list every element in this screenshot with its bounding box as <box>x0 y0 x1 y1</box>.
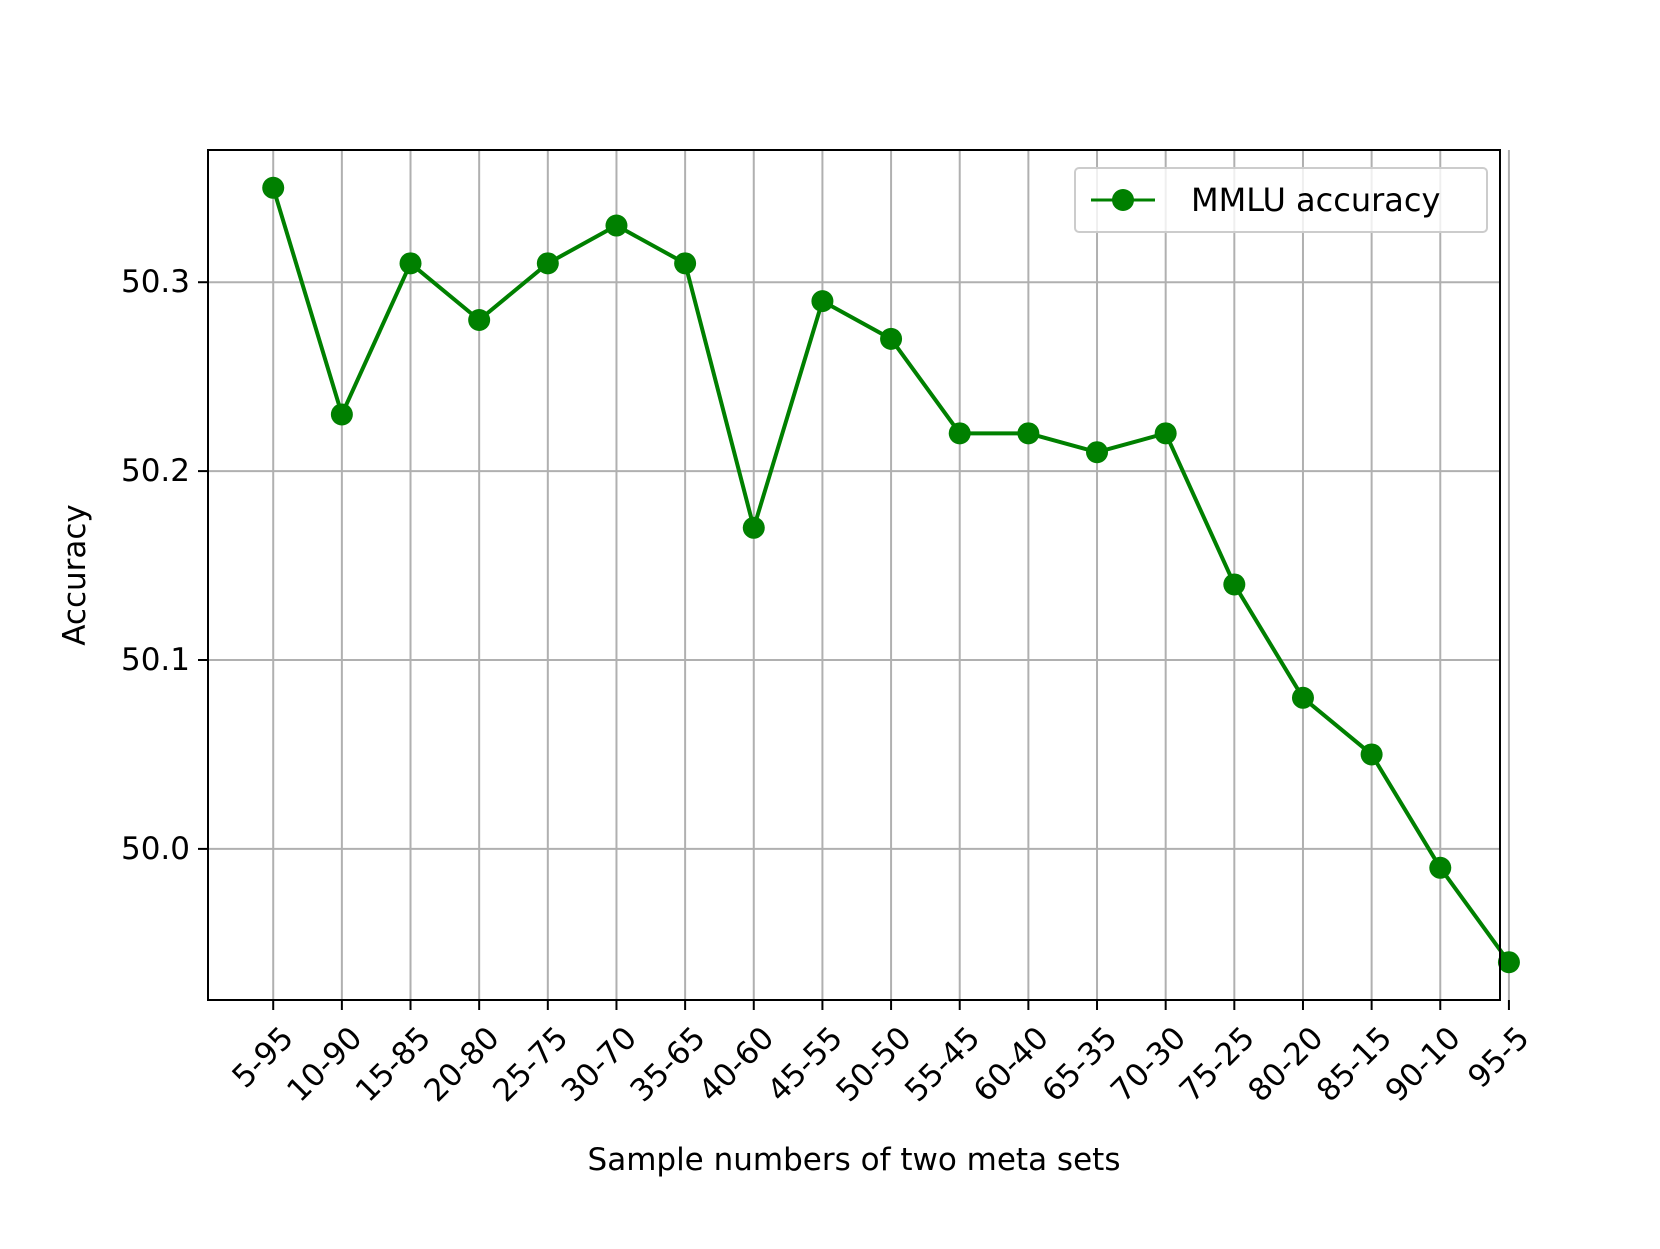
data-point <box>742 516 765 539</box>
legend-label: MMLU accuracy <box>1191 181 1440 219</box>
data-point <box>674 252 697 275</box>
data-point <box>1086 441 1109 464</box>
data-point <box>399 252 422 275</box>
data-point <box>1291 686 1314 709</box>
data-point <box>605 214 628 237</box>
data-point <box>811 290 834 313</box>
data-point <box>1497 951 1520 974</box>
data-point <box>1154 422 1177 445</box>
data-point <box>468 309 491 331</box>
data-point <box>1360 743 1383 766</box>
legend-box <box>1074 167 1488 233</box>
legend-marker <box>1112 189 1134 211</box>
legend: MMLU accuracy <box>1074 167 1488 233</box>
data-point <box>330 403 353 426</box>
data-point <box>1429 856 1452 879</box>
series-layer <box>262 176 1520 974</box>
data-point <box>1223 573 1246 596</box>
data-point <box>948 422 971 445</box>
x-axis-title: Sample numbers of two meta sets <box>588 1142 1121 1178</box>
y-tick-label: 50.2 <box>121 453 190 489</box>
y-axis-title: Accuracy <box>57 504 93 646</box>
y-tick-label: 50.3 <box>121 264 190 300</box>
plot-frame <box>207 149 1501 1001</box>
y-tick-label: 50.0 <box>121 831 190 867</box>
y-tick-label: 50.1 <box>121 642 190 678</box>
data-point <box>262 176 285 199</box>
data-point <box>536 252 559 275</box>
data-point <box>880 327 903 350</box>
data-point <box>1017 422 1040 445</box>
